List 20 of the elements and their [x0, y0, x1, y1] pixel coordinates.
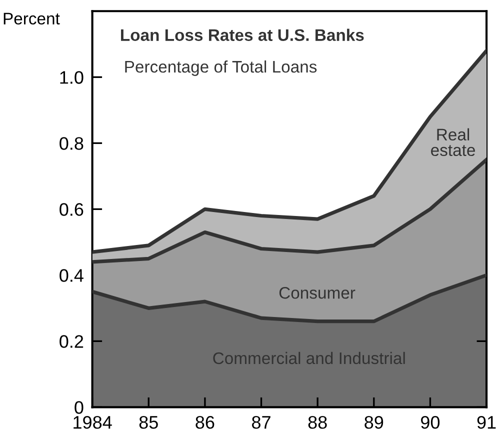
series-label: Real estate — [431, 128, 475, 156]
series-label: Commercial and Industrial — [213, 352, 405, 364]
y-tick-label: 0.2 — [60, 335, 84, 348]
x-tick-label: 90 — [421, 416, 440, 429]
y-axis-title: Percent — [4, 12, 60, 24]
y-tick-label: 1.0 — [60, 71, 84, 84]
y-tick-label: 0.4 — [60, 269, 84, 282]
x-tick-label: 89 — [364, 416, 384, 429]
text: Loan Loss Rates at U.S. Banks — [121, 28, 364, 41]
x-tick-label: 1984 — [74, 416, 112, 429]
x-tick-label: 85 — [139, 416, 158, 429]
x-tick-label: 87 — [252, 416, 270, 429]
text: Percentage of Total Loans — [125, 60, 317, 76]
x-tick-label: 86 — [196, 416, 214, 429]
y-tick-label: 0.6 — [60, 203, 84, 216]
y-tick-label: 0 — [74, 401, 84, 414]
series-label: Consumer — [279, 286, 356, 299]
y-tick-label: 0.8 — [60, 137, 84, 150]
x-tick-label: 88 — [308, 416, 327, 429]
x-tick-label: 91 — [477, 416, 496, 429]
